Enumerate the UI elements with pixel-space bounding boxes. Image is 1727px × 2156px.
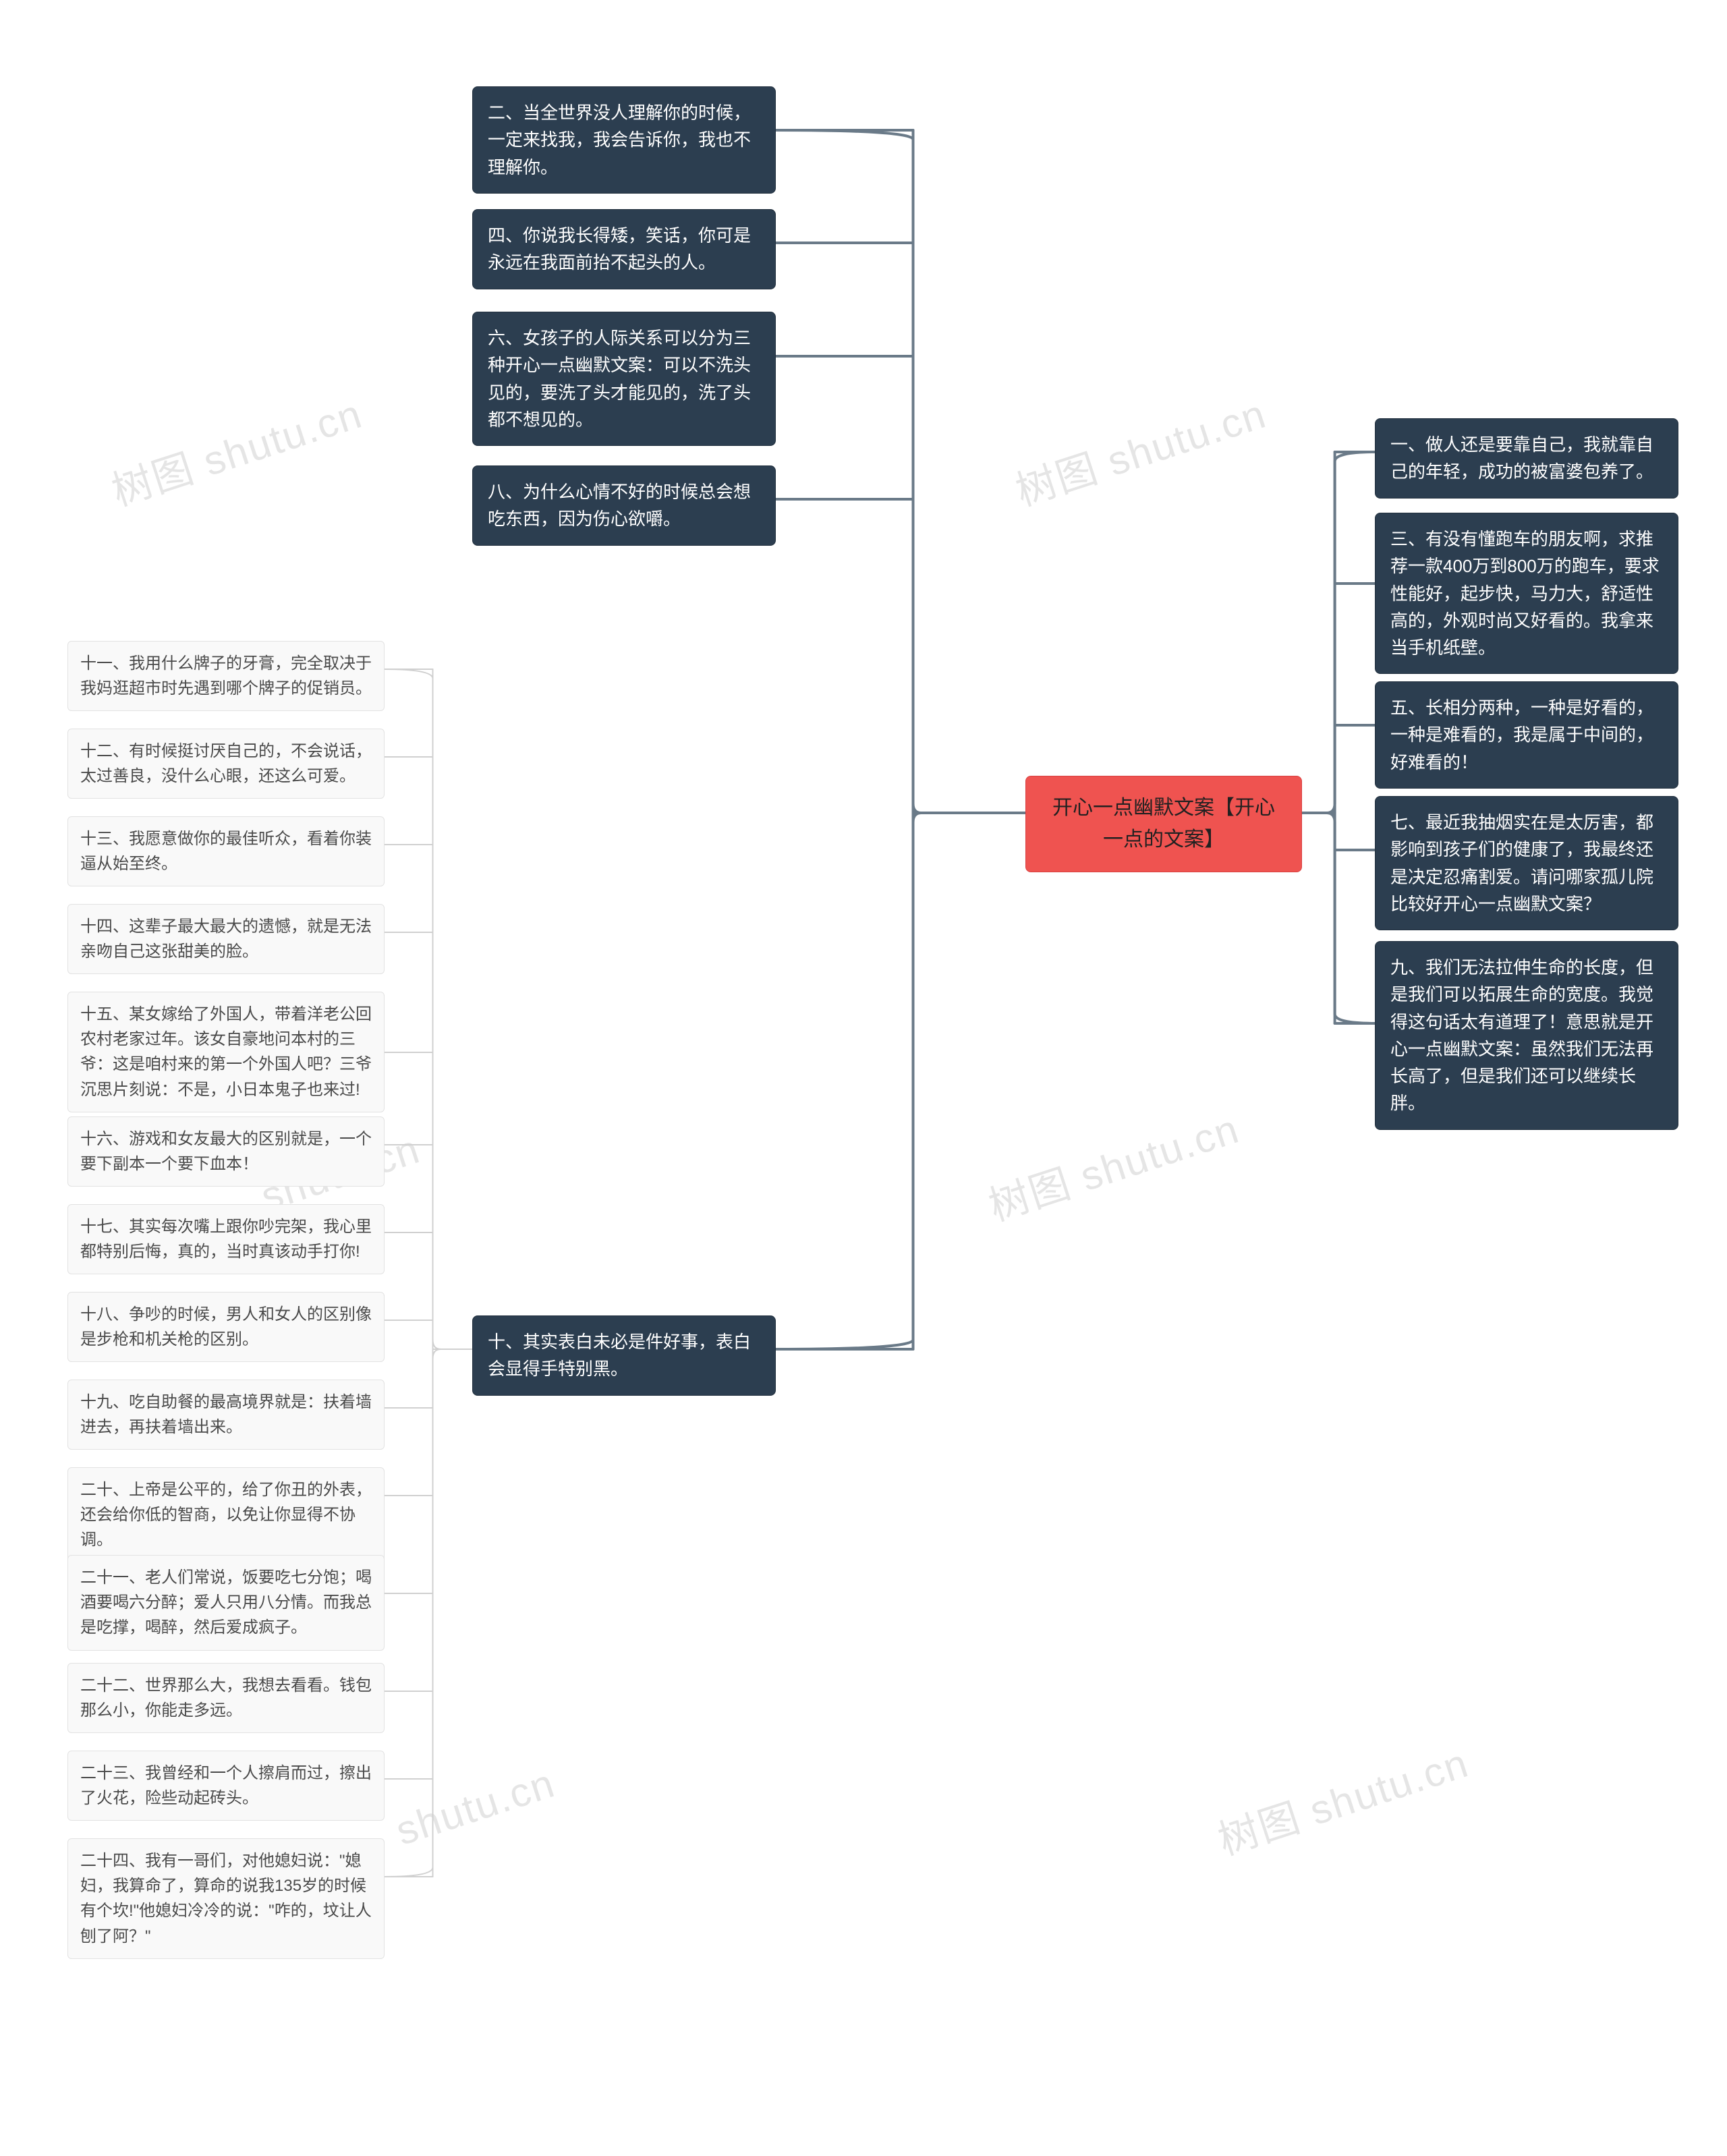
right-node[interactable]: 三、有没有懂跑车的朋友啊，求推荐一款400万到800万的跑车，要求性能好，起步快… (1375, 513, 1678, 674)
right-node[interactable]: 七、最近我抽烟实在是太厉害，都影响到孩子们的健康了，我最终还是决定忍痛割爱。请问… (1375, 796, 1678, 930)
node-text: 七、最近我抽烟实在是太厉害，都影响到孩子们的健康了，我最终还是决定忍痛割爱。请问… (1390, 812, 1653, 914)
white-leaf-node[interactable]: 二十三、我曾经和一个人擦肩而过，擦出了火花，险些动起砖头。 (67, 1751, 385, 1821)
node-text: 十七、其实每次嘴上跟你吵完架，我心里都特别后悔，真的，当时真该动手打你! (80, 1218, 372, 1261)
watermark: shutu.cn (391, 1759, 561, 1854)
node-text: 十四、这辈子最大最大的遗憾，就是无法亲吻自己这张甜美的脸。 (80, 917, 372, 961)
white-leaf-node[interactable]: 十七、其实每次嘴上跟你吵完架，我心里都特别后悔，真的，当时真该动手打你! (67, 1204, 385, 1274)
node-text: 六、女孩子的人际关系可以分为三种开心一点幽默文案：可以不洗头见的，要洗了头才能见… (488, 328, 751, 430)
right-node[interactable]: 九、我们无法拉伸生命的长度，但是我们可以拓展生命的宽度。我觉得这句话太有道理了！… (1375, 941, 1678, 1130)
node-text: 十一、我用什么牌子的牙膏，完全取决于我妈逛超市时先遇到哪个牌子的促销员。 (80, 654, 372, 698)
node-text: 四、你说我长得矮，笑话，你可是永远在我面前抬不起头的人。 (488, 225, 751, 273)
node-text: 十三、我愿意做你的最佳听众，看着你装逼从始至终。 (80, 830, 372, 873)
node-text: 一、做人还是要靠自己，我就靠自己的年轻，成功的被富婆包养了。 (1390, 434, 1653, 482)
white-leaf-node[interactable]: 十六、游戏和女友最大的区别就是，一个要下副本一个要下血本！ (67, 1116, 385, 1187)
node-text: 九、我们无法拉伸生命的长度，但是我们可以拓展生命的宽度。我觉得这句话太有道理了！… (1390, 957, 1653, 1113)
node-text: 十二、有时候挺讨厌自己的，不会说话，太过善良，没什么心眼，还这么可爱。 (80, 742, 372, 785)
node-text: 二、当全世界没人理解你的时候，一定来找我，我会告诉你，我也不理解你。 (488, 103, 751, 177)
watermark: 树图 shutu.cn (1210, 1730, 1475, 1867)
left-blue-node[interactable]: 二、当全世界没人理解你的时候，一定来找我，我会告诉你，我也不理解你。 (472, 86, 776, 194)
white-leaf-node[interactable]: 十三、我愿意做你的最佳听众，看着你装逼从始至终。 (67, 816, 385, 886)
node-text: 二十、上帝是公平的，给了你丑的外表，还会给你低的智商，以免让你显得不协调。 (80, 1481, 372, 1549)
fork-bracket (385, 641, 472, 1916)
left-blue-node[interactable]: 八、为什么心情不好的时候总会想吃东西，因为伤心欲嚼。 (472, 465, 776, 546)
right-node[interactable]: 一、做人还是要靠自己，我就靠自己的年轻，成功的被富婆包养了。 (1375, 418, 1678, 499)
white-leaf-node[interactable]: 二十、上帝是公平的，给了你丑的外表，还会给你低的智商，以免让你显得不协调。 (67, 1467, 385, 1563)
node-text: 二十二、世界那么大，我想去看看。钱包那么小，你能走多远。 (80, 1676, 372, 1720)
white-leaf-node[interactable]: 十一、我用什么牌子的牙膏，完全取决于我妈逛超市时先遇到哪个牌子的促销员。 (67, 641, 385, 711)
white-leaf-node[interactable]: 十九、吃自助餐的最高境界就是：扶着墙进去，再扶着墙出来。 (67, 1380, 385, 1450)
node-text: 十九、吃自助餐的最高境界就是：扶着墙进去，再扶着墙出来。 (80, 1393, 372, 1436)
fork-bracket (1302, 418, 1375, 1106)
node-text: 八、为什么心情不好的时候总会想吃东西，因为伤心欲嚼。 (488, 482, 751, 529)
white-leaf-node[interactable]: 十五、某女嫁给了外国人，带着洋老公回农村老家过年。该女自豪地问本村的三爷：这是咱… (67, 992, 385, 1112)
white-leaf-node[interactable]: 二十二、世界那么大，我想去看看。钱包那么小，你能走多远。 (67, 1663, 385, 1733)
watermark: 树图 shutu.cn (103, 381, 369, 517)
mindmap-stage: 树图 shutu.cn 树图 shutu.cn shutu.cn 树图 shutu.c… (0, 0, 1727, 2156)
root-node[interactable]: 开心一点幽默文案【开心一点的文案】 (1025, 776, 1302, 872)
node-text: 开心一点幽默文案【开心一点的文案】 (1045, 793, 1282, 855)
left-blue-node[interactable]: 六、女孩子的人际关系可以分为三种开心一点幽默文案：可以不洗头见的，要洗了头才能见… (472, 312, 776, 446)
node-text: 十、其实表白未必是件好事，表白会显得手特别黑。 (488, 1332, 751, 1379)
right-node[interactable]: 五、长相分两种，一种是好看的，一种是难看的，我是属于中间的，好难看的！ (1375, 681, 1678, 789)
node-text: 十八、争吵的时候，男人和女人的区别像是步枪和机关枪的区别。 (80, 1305, 372, 1349)
node-text: 二十四、我有一哥们，对他媳妇说："媳妇，我算命了，算命的说我135岁的时候有个坎… (80, 1852, 372, 1946)
white-leaf-node[interactable]: 十二、有时候挺讨厌自己的，不会说话，太过善良，没什么心眼，还这么可爱。 (67, 729, 385, 799)
left-blue-node[interactable]: 十、其实表白未必是件好事，表白会显得手特别黑。 (472, 1315, 776, 1396)
left-blue-node[interactable]: 四、你说我长得矮，笑话，你可是永远在我面前抬不起头的人。 (472, 209, 776, 289)
white-leaf-node[interactable]: 十四、这辈子最大最大的遗憾，就是无法亲吻自己这张甜美的脸。 (67, 904, 385, 974)
node-text: 十六、游戏和女友最大的区别就是，一个要下副本一个要下血本！ (80, 1130, 372, 1173)
watermark: 树图 shutu.cn (980, 1096, 1246, 1232)
white-leaf-node[interactable]: 二十一、老人们常说，饭要吃七分饱；喝酒要喝六分醉；爱人只用八分情。而我总是吃撑，… (67, 1555, 385, 1651)
white-leaf-node[interactable]: 十八、争吵的时候，男人和女人的区别像是步枪和机关枪的区别。 (67, 1292, 385, 1362)
node-text: 二十一、老人们常说，饭要吃七分饱；喝酒要喝六分醉；爱人只用八分情。而我总是吃撑，… (80, 1568, 372, 1637)
watermark: 树图 shutu.cn (1007, 381, 1273, 517)
node-text: 二十三、我曾经和一个人擦肩而过，擦出了火花，险些动起砖头。 (80, 1764, 372, 1807)
node-text: 十五、某女嫁给了外国人，带着洋老公回农村老家过年。该女自豪地问本村的三爷：这是咱… (80, 1005, 372, 1099)
white-leaf-node[interactable]: 二十四、我有一哥们，对他媳妇说："媳妇，我算命了，算命的说我135岁的时候有个坎… (67, 1838, 385, 1959)
node-text: 五、长相分两种，一种是好看的，一种是难看的，我是属于中间的，好难看的！ (1390, 698, 1653, 772)
node-text: 三、有没有懂跑车的朋友啊，求推荐一款400万到800万的跑车，要求性能好，起步快… (1390, 529, 1660, 658)
